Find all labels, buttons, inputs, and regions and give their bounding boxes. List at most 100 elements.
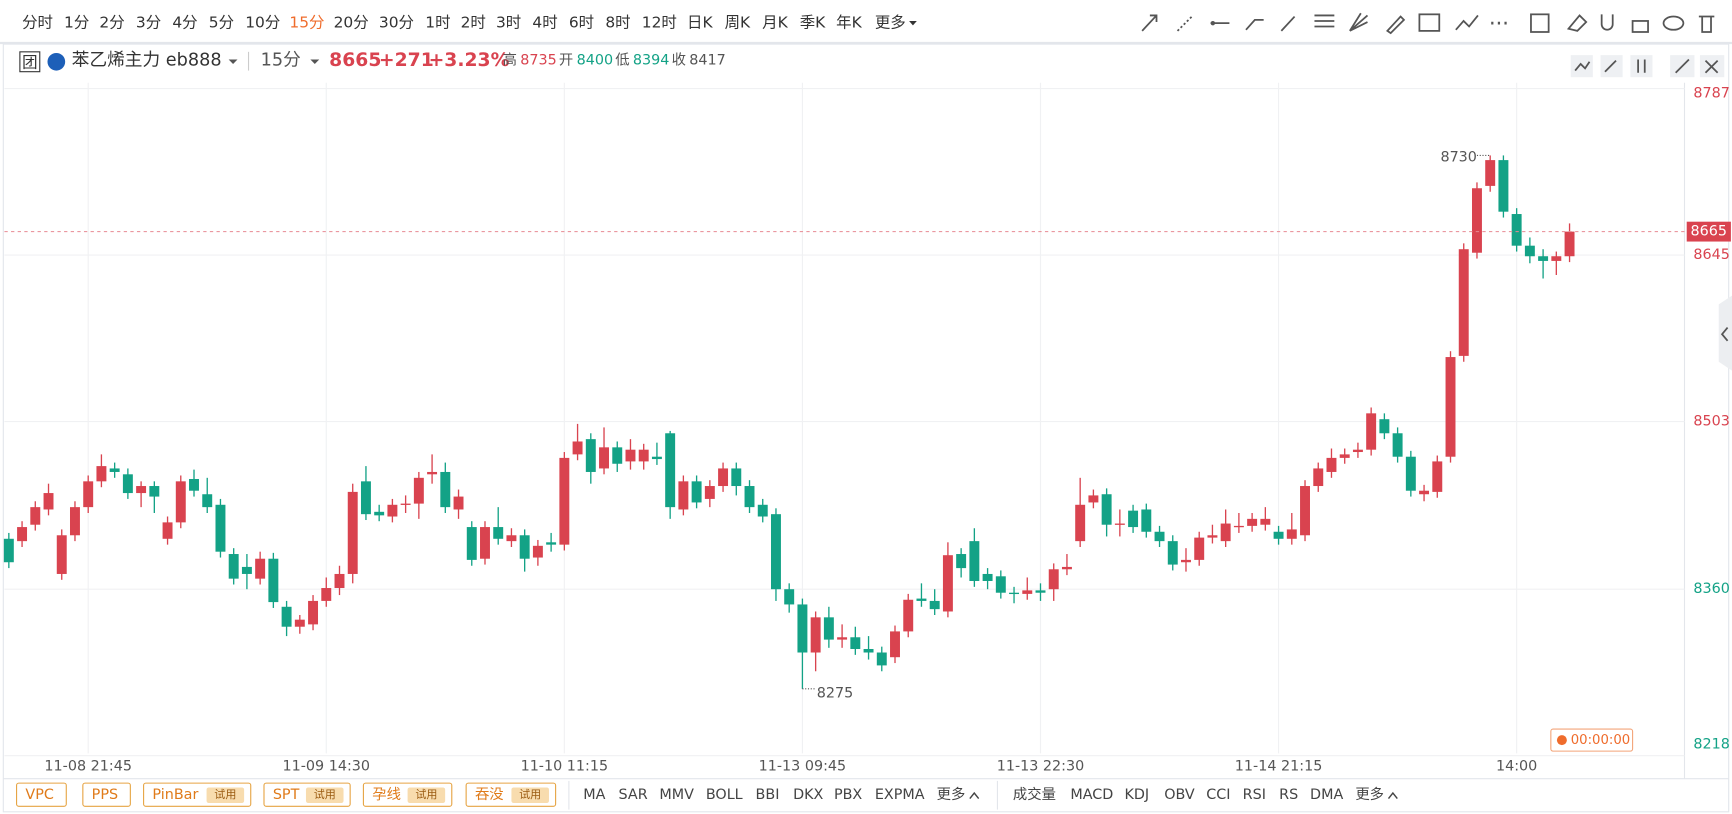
countdown: 00:00:00 xyxy=(1571,733,1630,748)
pattern-name: PinBar xyxy=(152,787,198,803)
x-tick-label: 11-13 09:45 xyxy=(759,759,847,775)
caret xyxy=(228,59,238,64)
candle-body xyxy=(942,555,953,612)
indicator-sub[interactable]: MACD xyxy=(1070,787,1113,803)
period-tab[interactable]: 30分 xyxy=(379,14,414,32)
pattern-button[interactable] xyxy=(82,782,131,807)
candle-body xyxy=(1379,419,1390,434)
indicator-sub[interactable]: 成交量 xyxy=(1013,785,1056,803)
indicator-sub[interactable]: 更多 xyxy=(1355,786,1384,803)
period-tab[interactable]: 2分 xyxy=(99,14,124,32)
candle-body xyxy=(480,527,490,559)
period-tab[interactable]: 周K xyxy=(725,14,751,32)
period-tab[interactable]: 月K xyxy=(762,14,788,32)
period-tab[interactable]: 1分 xyxy=(64,14,89,32)
more-button[interactable]: 更多 xyxy=(875,14,906,32)
candle-body xyxy=(1405,456,1416,491)
indicator-main[interactable]: SAR xyxy=(619,787,648,803)
candle-body xyxy=(268,558,279,603)
candle-body xyxy=(1009,592,1020,595)
candle-body xyxy=(956,554,967,569)
y-tick-label: 8645 xyxy=(1693,247,1729,263)
stat-value: 8394 xyxy=(633,53,669,69)
candle-body xyxy=(1326,457,1337,472)
candle-body xyxy=(1352,449,1363,453)
change: +271 xyxy=(379,50,434,71)
change-pct: +3.23% xyxy=(429,50,510,71)
candle-body xyxy=(281,606,292,627)
candle-body xyxy=(1088,495,1099,503)
symbol[interactable]: 苯乙烯主力 eb888 xyxy=(72,50,222,71)
period-tab[interactable]: 4分 xyxy=(172,14,197,32)
candle-body xyxy=(1101,494,1112,525)
indicator-sub[interactable]: KDJ xyxy=(1124,787,1149,803)
period-tab[interactable]: 6时 xyxy=(569,14,594,32)
period-tab[interactable]: 8时 xyxy=(605,14,630,32)
period-tab[interactable]: 年K xyxy=(836,14,862,32)
x-tick-label: 11-09 14:30 xyxy=(282,759,370,775)
candle-body xyxy=(427,471,438,475)
candle-body xyxy=(1114,523,1125,525)
period-tab[interactable]: 季K xyxy=(800,14,826,32)
period-tab[interactable]: 12时 xyxy=(642,14,677,32)
period-tab[interactable]: 4时 xyxy=(532,14,557,32)
candle-body xyxy=(1220,523,1231,542)
candle-body xyxy=(1313,468,1324,487)
candle-body xyxy=(1538,256,1549,261)
candle-body xyxy=(136,486,147,494)
indicator-main[interactable]: MMV xyxy=(659,787,694,803)
indicator-sub[interactable]: CCI xyxy=(1206,787,1230,803)
period-tab[interactable]: 10分 xyxy=(245,14,280,32)
last-price-tag-label: 8665 xyxy=(1691,224,1727,240)
candle-body xyxy=(744,486,755,508)
period-tab[interactable]: 2时 xyxy=(461,14,486,32)
indicator-main[interactable]: EXPMA xyxy=(875,787,925,803)
indicator-sub[interactable]: RS xyxy=(1279,787,1298,803)
indicator-main[interactable]: 更多 xyxy=(937,786,966,803)
caret-up xyxy=(969,791,980,800)
pattern-button[interactable] xyxy=(16,782,67,807)
period-tab[interactable]: 5分 xyxy=(209,14,234,32)
y-tick-label: 8218 xyxy=(1693,737,1729,753)
candle-body xyxy=(1511,214,1522,246)
candle-body xyxy=(1458,249,1469,356)
period[interactable]: 15分 xyxy=(261,50,301,71)
candle-body xyxy=(718,468,729,487)
side-tab[interactable] xyxy=(1718,295,1732,371)
candle-body xyxy=(83,481,94,508)
stat-value: 8735 xyxy=(520,53,556,69)
high-label: 8730 xyxy=(1440,150,1476,166)
period-tab[interactable]: 分时 xyxy=(22,14,53,32)
indicator-main[interactable]: BBI xyxy=(756,787,780,803)
indicator-sub[interactable]: OBV xyxy=(1164,787,1195,803)
candle-body xyxy=(1273,531,1284,539)
period-tab[interactable]: 20分 xyxy=(334,14,369,32)
period-tab[interactable]: 15分 xyxy=(289,14,324,32)
candle-body xyxy=(1498,160,1509,212)
period-tab[interactable]: 日K xyxy=(687,14,713,32)
panel-controls[interactable] xyxy=(1570,55,1725,78)
period-tab[interactable]: 3时 xyxy=(496,14,521,32)
pattern-tag-bg xyxy=(305,787,344,803)
indicator-main[interactable]: PBX xyxy=(834,787,862,803)
candle-body xyxy=(1207,535,1218,538)
candle-body xyxy=(916,598,927,601)
candle-body xyxy=(982,573,993,581)
candle-body xyxy=(413,477,424,504)
x-tick-label: 14:00 xyxy=(1496,759,1537,775)
candle-body xyxy=(1392,433,1403,457)
indicator-sub[interactable]: RSI xyxy=(1243,787,1266,803)
period-tab[interactable]: 1时 xyxy=(425,14,450,32)
candle-body xyxy=(638,449,649,462)
candle-body xyxy=(572,441,583,455)
candle-body xyxy=(810,617,821,653)
pattern-tag: 试用 xyxy=(415,788,437,801)
indicator-sub[interactable]: DMA xyxy=(1310,787,1343,803)
indicator-main[interactable]: BOLL xyxy=(706,787,743,803)
period-tab[interactable]: 3分 xyxy=(136,14,161,32)
drawing-tools[interactable] xyxy=(1141,12,1715,35)
candle-body xyxy=(400,503,411,505)
indicator-main[interactable]: MA xyxy=(583,787,605,803)
indicator-main[interactable]: DKX xyxy=(793,787,823,803)
candle-body xyxy=(1485,160,1496,186)
